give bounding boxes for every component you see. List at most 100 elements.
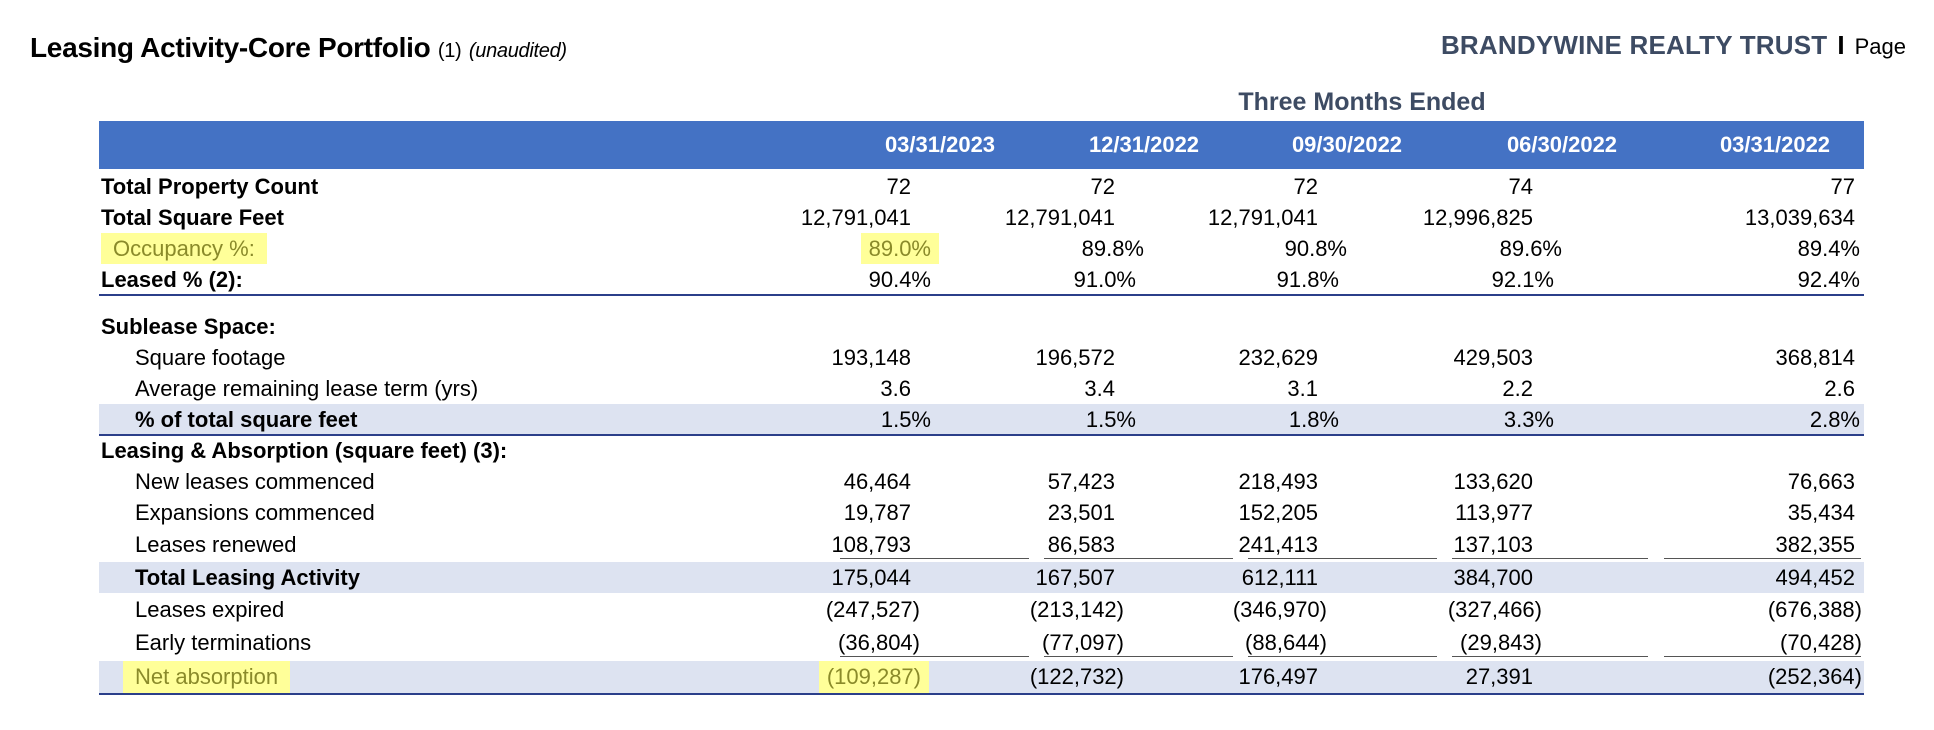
row-label: % of total square feet bbox=[135, 407, 358, 432]
table-cell: (247,527) bbox=[825, 597, 920, 622]
table-row: Average remaining lease term (yrs) 3.6 3… bbox=[99, 373, 1864, 404]
table-cell: 429,503 bbox=[1453, 345, 1533, 370]
table-cell: 35,434 bbox=[1787, 500, 1855, 525]
row-label: Leased % (2): bbox=[101, 267, 243, 292]
table-cell: 2.8% bbox=[1809, 407, 1860, 432]
table-row: Total Square Feet 12,791,041 12,791,041 … bbox=[99, 202, 1864, 233]
table-cell: 382,355 bbox=[1775, 532, 1855, 557]
table-cell: 86,583 bbox=[1047, 532, 1115, 557]
table-row: Early terminations (36,804) (77,097) (88… bbox=[99, 627, 1864, 658]
column-header: 03/31/2023 bbox=[884, 132, 996, 157]
table-cell: 241,413 bbox=[1238, 532, 1318, 557]
table-cell: 133,620 bbox=[1453, 469, 1533, 494]
table-row: Leases expired (247,527) (213,142) (346,… bbox=[99, 594, 1864, 625]
section-divider bbox=[99, 434, 1864, 436]
table-row: Total Property Count 72 72 72 74 77 bbox=[99, 171, 1864, 202]
row-label: Occupancy %: bbox=[101, 233, 267, 264]
row-label: Early terminations bbox=[135, 630, 312, 655]
table-cell: 90.8% bbox=[1284, 236, 1347, 261]
table-cell: 72 bbox=[1293, 174, 1318, 199]
subtotal-underline bbox=[1248, 558, 1437, 559]
column-header: 12/31/2022 bbox=[1088, 132, 1200, 157]
table-cell: 72 bbox=[886, 174, 911, 199]
row-label: Square footage bbox=[135, 345, 286, 370]
subtotal-underline bbox=[840, 656, 1029, 657]
brand-header: BRANDYWINE REALTY TRUST I Page bbox=[1441, 30, 1906, 61]
table-cell: 12,791,041 bbox=[1207, 205, 1318, 230]
table-cell: 89.6% bbox=[1499, 236, 1562, 261]
table-cell: 108,793 bbox=[831, 532, 911, 557]
table-cell: 46,464 bbox=[843, 469, 911, 494]
table-row: Total Leasing Activity 175,044 167,507 6… bbox=[99, 562, 1864, 593]
column-header: 03/31/2022 bbox=[1719, 132, 1831, 157]
table-cell: 57,423 bbox=[1047, 469, 1115, 494]
table-cell: 76,663 bbox=[1787, 469, 1855, 494]
subtotal-underline bbox=[1452, 558, 1648, 559]
table-cell: 3.1 bbox=[1287, 376, 1318, 401]
table-row: Leases renewed 108,793 86,583 241,413 13… bbox=[99, 529, 1864, 560]
table-row: Leased % (2): 90.4% 91.0% 91.8% 92.1% 92… bbox=[99, 264, 1864, 295]
subtotal-underline bbox=[1664, 656, 1861, 657]
table-cell: 23,501 bbox=[1047, 500, 1115, 525]
table-cell: 384,700 bbox=[1453, 565, 1533, 590]
table-row: Square footage 193,148 196,572 232,629 4… bbox=[99, 342, 1864, 373]
table-cell: 612,111 bbox=[1241, 565, 1318, 590]
section-header: Sublease Space: bbox=[99, 311, 1864, 342]
title-footnote: (1) bbox=[437, 40, 462, 62]
table-cell: 90.4% bbox=[868, 267, 931, 292]
table-cell: 137,103 bbox=[1453, 532, 1533, 557]
table-cell: 193,148 bbox=[831, 345, 911, 370]
table-cell: 12,996,825 bbox=[1422, 205, 1533, 230]
title-text: Leasing Activity-Core Portfolio bbox=[30, 32, 431, 63]
table-cell: (676,388) bbox=[1767, 597, 1862, 622]
table-cell: (122,732) bbox=[1029, 664, 1124, 689]
table-cell: 218,493 bbox=[1238, 469, 1318, 494]
section-divider bbox=[99, 294, 1864, 296]
table-row: Expansions commenced 19,787 23,501 152,2… bbox=[99, 497, 1864, 528]
table-cell: 3.6 bbox=[880, 376, 911, 401]
table-cell: (77,097) bbox=[1042, 630, 1124, 655]
table-cell: 2.6 bbox=[1824, 376, 1855, 401]
table-cell: (252,364) bbox=[1767, 664, 1862, 689]
table-cell: 89.0% bbox=[860, 233, 939, 264]
row-label: Expansions commenced bbox=[135, 500, 375, 525]
table-cell: 91.8% bbox=[1276, 267, 1339, 292]
table-row: % of total square feet 1.5% 1.5% 1.8% 3.… bbox=[99, 404, 1864, 435]
table-cell: 1.5% bbox=[1085, 407, 1136, 432]
table-cell: (29,843) bbox=[1460, 630, 1542, 655]
table-cell: 92.1% bbox=[1491, 267, 1554, 292]
section-header: Leasing & Absorption (square feet) (3): bbox=[99, 435, 1864, 466]
table-row: Net absorption (109,287) (122,732) 176,4… bbox=[99, 661, 1864, 693]
subtotal-underline bbox=[1248, 656, 1437, 657]
table-cell: 3.4 bbox=[1084, 376, 1115, 401]
table-cell: 13,039,634 bbox=[1744, 205, 1855, 230]
table-row: New leases commenced 46,464 57,423 218,4… bbox=[99, 466, 1864, 497]
row-label: Leases renewed bbox=[135, 532, 297, 557]
table-cell: 74 bbox=[1508, 174, 1533, 199]
table-cell: 1.8% bbox=[1288, 407, 1339, 432]
column-header-row: 03/31/2023 12/31/2022 09/30/2022 06/30/2… bbox=[99, 121, 1864, 169]
table-cell: (109,287) bbox=[818, 661, 929, 693]
table-cell: (346,970) bbox=[1232, 597, 1327, 622]
page-label: Page bbox=[1854, 34, 1906, 59]
row-label: Leases expired bbox=[135, 597, 285, 622]
column-header: 09/30/2022 bbox=[1291, 132, 1403, 157]
table-cell: 176,497 bbox=[1238, 664, 1318, 689]
row-label: Sublease Space: bbox=[101, 314, 276, 339]
row-label: Average remaining lease term (yrs) bbox=[135, 376, 479, 401]
row-label: Total Property Count bbox=[101, 174, 319, 199]
row-label: New leases commenced bbox=[135, 469, 375, 494]
table-cell: 232,629 bbox=[1238, 345, 1318, 370]
row-label: Net absorption bbox=[123, 661, 291, 693]
table-cell: (88,644) bbox=[1245, 630, 1327, 655]
table-cell: 368,814 bbox=[1775, 345, 1855, 370]
table-cell: 77 bbox=[1830, 174, 1855, 199]
row-label: Total Square Feet bbox=[101, 205, 284, 230]
title-note: (unaudited) bbox=[468, 40, 567, 62]
table-cell: (213,142) bbox=[1029, 597, 1124, 622]
table-cell: 27,391 bbox=[1465, 664, 1533, 689]
subtotal-underline bbox=[1044, 558, 1233, 559]
table-cell: 3.3% bbox=[1503, 407, 1554, 432]
table-cell: 152,205 bbox=[1238, 500, 1318, 525]
subtotal-underline bbox=[1044, 656, 1233, 657]
